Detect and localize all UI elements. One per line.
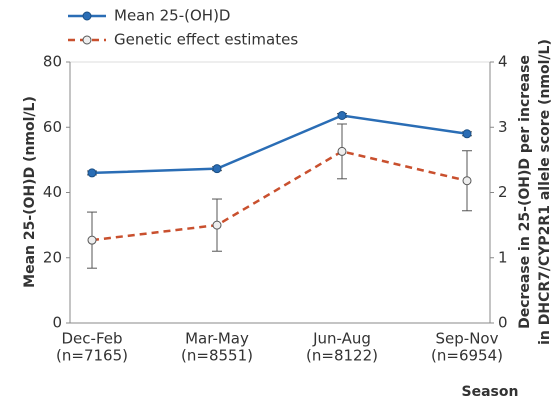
point [462, 129, 472, 139]
series-line [91, 150, 468, 242]
x-tick-label: Jun-Aug [312, 330, 371, 348]
legend-marker [82, 11, 92, 21]
point [337, 111, 347, 121]
x-tick-label: Dec-Feb [62, 330, 123, 348]
x-tick-label: (n=6954) [431, 347, 503, 365]
y-tick-label: 80 [43, 53, 62, 71]
plot-area [69, 61, 491, 324]
x-tick-label: Sep-Nov [436, 330, 499, 348]
y-tick-label: 0 [52, 314, 62, 332]
x-tick-label: (n=8551) [181, 347, 253, 365]
y-axis-label: Mean 25-(OH)D (nmol/L) [22, 96, 38, 288]
legend-marker [82, 35, 92, 45]
y2-tick-label: 0 [498, 314, 508, 332]
y2-tick-label: 2 [498, 183, 508, 201]
y2-tick-label: 1 [498, 248, 508, 266]
point [462, 176, 472, 186]
x-tick-label: (n=8122) [306, 347, 378, 365]
point [212, 220, 222, 230]
x-tick-label: Mar-May [185, 330, 249, 348]
point [87, 168, 97, 178]
x-axis-label: Season [462, 384, 519, 400]
series-line [91, 114, 468, 175]
point [212, 164, 222, 174]
y2-tick-label: 3 [498, 118, 508, 136]
y-tick-label: 40 [43, 183, 62, 201]
y2-axis-label: Decrease in 25-(OH)D per increase [517, 55, 533, 329]
legend-label: Genetic effect estimates [114, 31, 298, 49]
y2-tick-label: 4 [498, 53, 508, 71]
y-tick-label: 60 [43, 118, 62, 136]
point [87, 235, 97, 245]
legend-label: Mean 25-(OH)D [114, 7, 230, 25]
point [337, 146, 347, 156]
y-tick-label: 20 [43, 248, 62, 266]
x-tick-label: (n=7165) [56, 347, 128, 365]
y2-axis-label: in DHCR7/CYP2R1 allele score (nmol/L) [537, 39, 553, 345]
